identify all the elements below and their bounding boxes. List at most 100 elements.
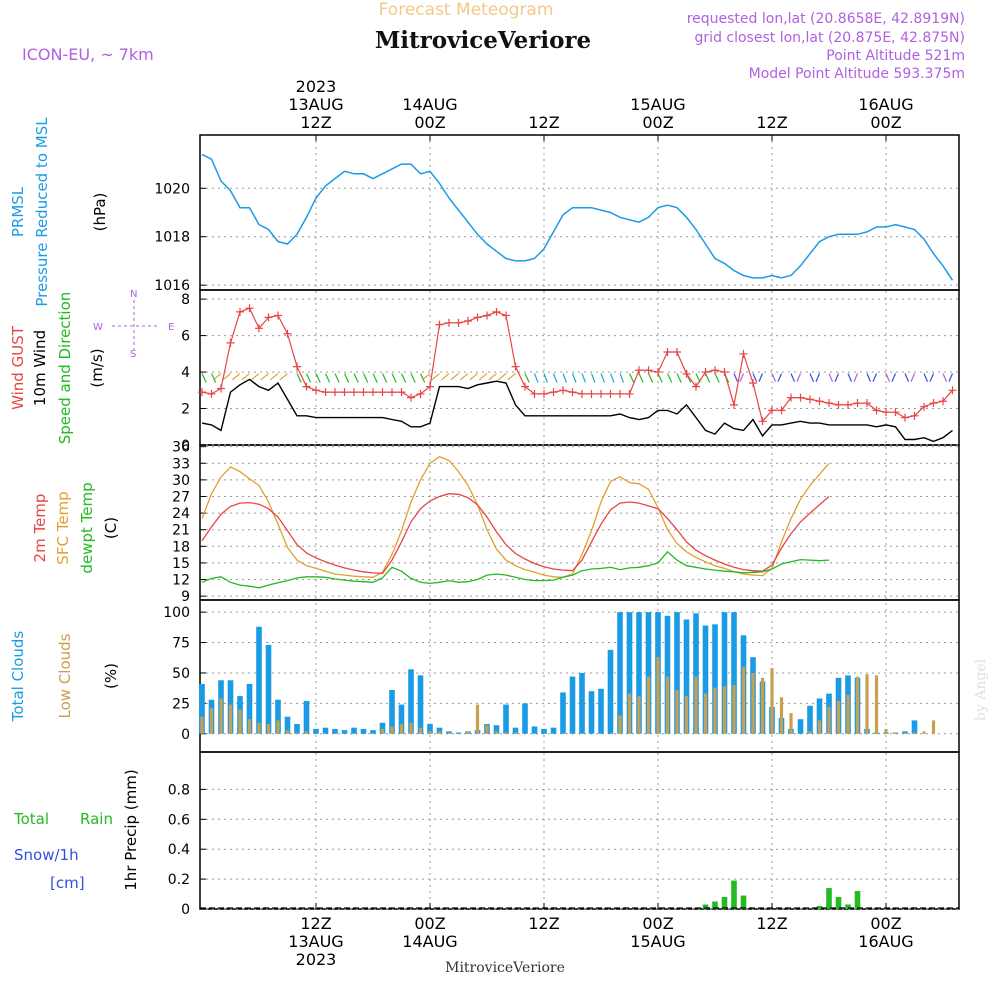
- low-cloud-bar: [903, 732, 907, 734]
- y-tick-label: 0.4: [168, 842, 190, 858]
- wind-arrow: [440, 373, 450, 381]
- total-cloud-bar: [588, 691, 595, 734]
- wind-10m-label: 10m Wind: [31, 330, 49, 406]
- temp-2m-label: 2m Temp: [31, 494, 49, 563]
- low-cloud-bar: [409, 722, 413, 734]
- wind-arrow: [507, 373, 516, 381]
- y-tick-label: 12: [172, 573, 190, 589]
- gust-marker: [606, 389, 615, 398]
- y-tick-label: 0.2: [168, 872, 190, 888]
- wind-arrow: [872, 373, 878, 382]
- total-cloud-bar: [408, 669, 414, 734]
- wind-arrow: [891, 373, 897, 382]
- low-cloud-bar: [656, 657, 660, 734]
- low-cloud-bar: [694, 676, 698, 734]
- total-cloud-bar: [417, 675, 424, 734]
- total-cloud-bar: [626, 612, 633, 734]
- gust-marker: [530, 389, 539, 398]
- total-cloud-bar: [427, 724, 433, 734]
- total-cloud-bar: [911, 720, 918, 734]
- low-cloud-bar: [513, 732, 518, 734]
- low-clouds-label: Low Clouds: [56, 633, 74, 718]
- gust-marker: [540, 389, 548, 398]
- compass-west: W: [93, 322, 103, 333]
- y-tick-label: 33: [172, 456, 190, 472]
- total-cloud-bar: [560, 692, 566, 734]
- wind-arrow: [362, 373, 369, 383]
- gust-marker: [844, 400, 852, 409]
- wind-arrow: [942, 373, 948, 382]
- total-cloud-bar: [607, 649, 614, 734]
- total-cloud-bar: [598, 688, 604, 734]
- gust-marker: [711, 366, 719, 375]
- gust-marker: [264, 313, 273, 322]
- hpa-label: (hPa): [91, 193, 109, 232]
- total-cloud-bar: [436, 727, 443, 734]
- gust-marker: [207, 389, 216, 398]
- wind-arrow: [866, 373, 872, 382]
- y-tick-label: 21: [172, 523, 190, 539]
- wind-arrow: [777, 373, 783, 382]
- gust-marker: [483, 311, 491, 320]
- total-cloud-bar: [816, 698, 823, 734]
- low-cloud-bar: [770, 668, 774, 734]
- gust-marker: [359, 388, 368, 397]
- compass: W E N S: [93, 289, 174, 360]
- gust-marker: [283, 329, 292, 338]
- temp-dewpt-label: dewpt Temp: [78, 482, 96, 573]
- low-cloud-bar: [865, 674, 869, 734]
- wind-arrow: [410, 373, 416, 383]
- low-cloud-bar: [380, 728, 385, 734]
- wind-arrow: [666, 373, 673, 383]
- gust-marker: [435, 320, 444, 329]
- wind-arrow: [250, 373, 260, 381]
- point-altitude: Point Altitude 521m: [826, 48, 965, 64]
- low-cloud-bar: [304, 731, 309, 734]
- total-cloud-bar: [522, 703, 528, 734]
- total-cloud-bar: [579, 672, 585, 734]
- wind-arrow: [201, 373, 207, 383]
- gust-marker: [625, 389, 634, 398]
- low-cloud-bar: [732, 685, 736, 734]
- low-cloud-bar: [219, 698, 223, 734]
- wind-arrow: [828, 373, 834, 382]
- time-label-top: 00Z: [642, 113, 673, 132]
- gust-marker: [331, 388, 339, 397]
- wind-arrow: [847, 373, 853, 382]
- total-cloud-bar: [379, 722, 386, 734]
- total-cloud-bar: [351, 727, 357, 734]
- total-cloud-bar: [332, 728, 338, 734]
- wind-arrow: [790, 373, 796, 382]
- total-cloud-bar: [797, 719, 804, 734]
- total-cloud-bar: [370, 730, 376, 734]
- low-cloud-bar: [247, 719, 252, 734]
- low-cloud-bar: [466, 731, 470, 734]
- low-cloud-bar: [428, 731, 432, 734]
- gust-marker: [236, 307, 244, 316]
- low-cloud-bar: [808, 731, 812, 734]
- low-cloud-bar: [485, 725, 489, 734]
- wind-arrow: [324, 373, 331, 383]
- time-label-bottom: 2023: [296, 950, 337, 969]
- wind-arrow: [600, 373, 606, 383]
- y-tick-labels: 1016101810200246891215182124273033360255…: [154, 181, 190, 918]
- time-label-bottom: 12Z: [756, 914, 787, 933]
- precip-bar: [854, 891, 861, 909]
- gust-marker: [758, 417, 767, 426]
- low-cloud-bar: [627, 693, 632, 734]
- low-cloud-bar: [922, 731, 926, 734]
- wind-arrow: [619, 373, 625, 383]
- wind-10m-line: [201, 378, 953, 443]
- wind-arrow: [571, 373, 577, 383]
- total-cloud-bar: [541, 728, 547, 734]
- time-label-top: 16AUG: [858, 95, 913, 114]
- wind-arrow: [638, 373, 644, 383]
- low-cloud-bar: [779, 697, 784, 734]
- low-cloud-bar: [846, 694, 850, 734]
- wind-arrow: [353, 373, 359, 383]
- total-cloud-bar: [664, 615, 671, 734]
- gust-marker: [293, 362, 301, 371]
- total-cloud-bar: [322, 727, 329, 734]
- wind-arrow: [279, 373, 288, 381]
- gust-marker: [388, 388, 396, 397]
